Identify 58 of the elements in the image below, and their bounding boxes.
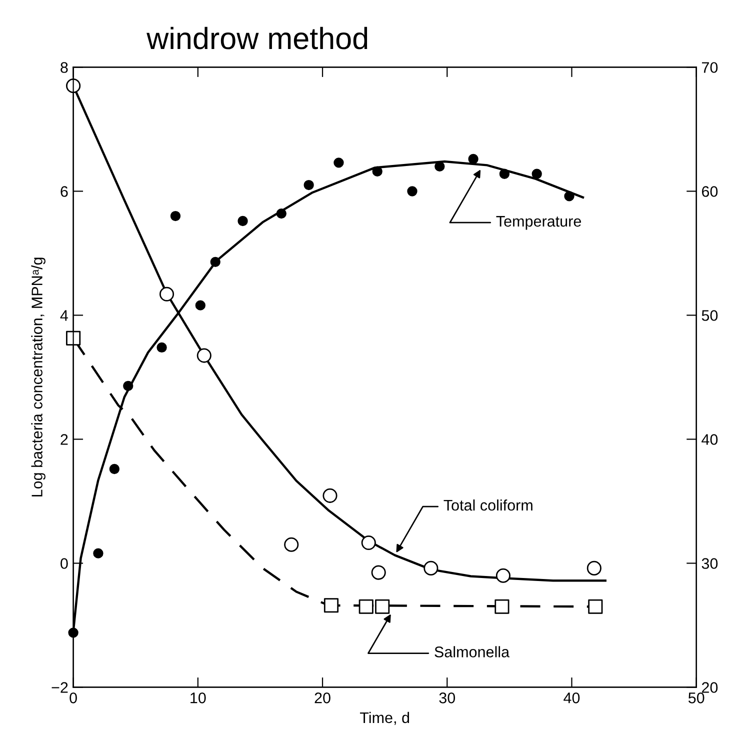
point [276, 208, 286, 219]
point [358, 599, 374, 614]
point [564, 191, 574, 202]
point [123, 380, 134, 391]
y2-tick-label: 30 [702, 558, 718, 569]
point [588, 599, 603, 614]
point [375, 599, 390, 614]
point [304, 180, 314, 190]
point [494, 599, 510, 614]
point [361, 535, 376, 550]
y-tick-label: 2 [60, 434, 68, 445]
point [468, 154, 478, 164]
point [434, 161, 445, 172]
x-tick-label: 0 [70, 692, 77, 704]
point [210, 256, 220, 267]
chart-title: windrow method [146, 26, 368, 50]
y2-tick-label: 50 [702, 310, 718, 321]
point [66, 330, 81, 346]
y-tick-label: 4 [60, 310, 68, 321]
annotation: Temperature [496, 216, 581, 230]
y-tick-label: 6 [60, 186, 68, 197]
point [68, 628, 78, 638]
point [156, 342, 167, 353]
y-tick-label: 8 [60, 62, 68, 73]
point [372, 166, 382, 176]
point [586, 560, 602, 576]
point [109, 464, 120, 474]
x-tick-label: 40 [564, 692, 580, 704]
point [424, 560, 438, 576]
point [324, 598, 339, 613]
y2-tick-label: 40 [702, 434, 718, 445]
y2-tick-label: 60 [702, 186, 718, 197]
point [93, 548, 104, 558]
point [322, 488, 338, 503]
y-axis-title: Log bacteria concentration, MPNᵃ/g [31, 258, 46, 496]
point [532, 168, 542, 179]
point [170, 210, 181, 222]
point [195, 300, 206, 310]
annotation: Salmonella [434, 646, 510, 658]
x-axis-title: Time, d [360, 712, 410, 725]
point [284, 537, 299, 552]
point [196, 348, 212, 363]
point [159, 286, 174, 302]
x-tick-label: 30 [439, 692, 456, 704]
point [371, 565, 386, 580]
y-tick-label: 0 [60, 558, 68, 569]
y-tick-label: −2 [52, 682, 68, 693]
x-tick-label: 10 [190, 692, 206, 704]
annotation: Total coliform [444, 499, 532, 511]
point [334, 158, 344, 168]
point [407, 186, 418, 196]
y2-tick-label: 20 [702, 682, 718, 693]
y2-tick-label: 70 [702, 62, 718, 73]
x-tick-label: 20 [314, 692, 330, 704]
point [496, 568, 510, 583]
point [238, 216, 248, 226]
point [499, 168, 510, 179]
x-tick-label: 50 [688, 692, 704, 704]
